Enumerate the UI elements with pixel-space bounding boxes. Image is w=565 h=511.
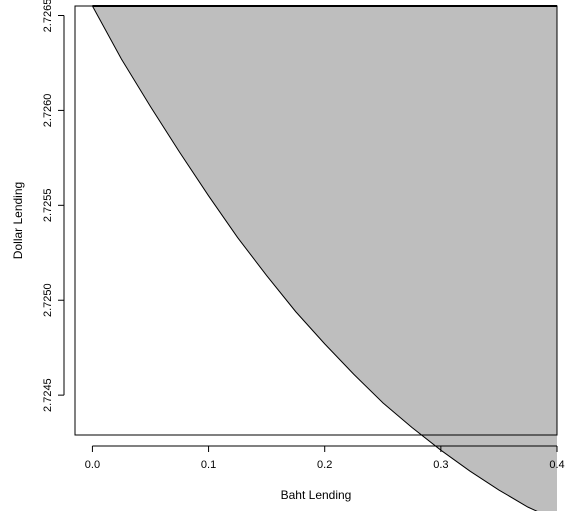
plot-frame: [74, 5, 558, 436]
y-axis: 2.7245 2.7250 2.7255 2.7260 2.7265: [42, 0, 65, 412]
y-tick-label: 2.7250: [42, 283, 54, 317]
x-tick-label: 0.2: [317, 459, 332, 471]
y-axis-title: Dollar Lending: [11, 182, 25, 259]
boundary-curve: [91, 5, 538, 511]
y-tick-label: 2.7255: [42, 188, 54, 222]
x-tick-label: 0.4: [549, 459, 564, 471]
x-axis-title: Baht Lending: [281, 488, 352, 502]
y-tick-label: 2.7260: [42, 94, 54, 128]
x-axis: 0.0 0.1 0.2 0.3 0.4: [85, 445, 565, 471]
y-tick-label: 2.7245: [42, 378, 54, 412]
x-tick-label: 0.3: [433, 459, 448, 471]
feasible-region-fill: [92, 6, 557, 511]
x-tick-label: 0.1: [201, 459, 216, 471]
y-tick-label: 2.7265: [42, 0, 54, 32]
x-tick-label: 0.0: [85, 459, 100, 471]
